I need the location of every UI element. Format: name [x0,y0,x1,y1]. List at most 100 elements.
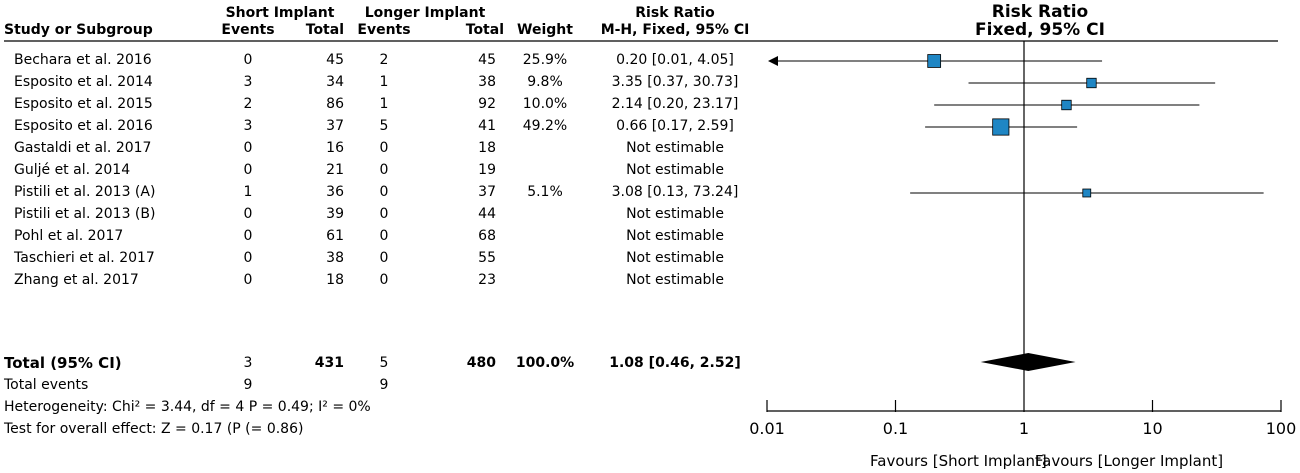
col-total2-header: Total [465,22,504,38]
weight: 9.8% [527,74,563,90]
events-short: 0 [243,140,253,156]
events-short: 1 [243,184,253,200]
events-longer: 5 [379,118,389,134]
rr-ci-text: Not estimable [626,272,724,288]
study-name: Bechara et al. 2016 [14,52,152,68]
total-weight: 100.0% [515,355,575,371]
total-short: 45 [326,52,344,68]
total-short: 34 [326,74,344,90]
total-t2: 480 [466,355,496,371]
events-short: 0 [243,228,253,244]
rr-ci-text: Not estimable [626,162,724,178]
col-rr-header: M-H, Fixed, 95% CI [600,22,750,38]
overall-effect-text: Test for overall effect: Z = 0.17 (P (= … [4,421,304,437]
events-short: 0 [243,52,253,68]
rr-ci-text: Not estimable [626,140,724,156]
rr-ci-text: Not estimable [626,228,724,244]
events-longer: 0 [379,272,389,288]
events-longer: 0 [379,140,389,156]
events-short: 0 [243,206,253,222]
total-short: 39 [326,206,344,222]
col-events1-header: Events [221,22,275,38]
events-longer: 0 [379,206,389,222]
rr-ci-text: Not estimable [626,206,724,222]
total-short: 37 [326,118,344,134]
rr-ci-text: 3.08 [0.13, 73.24] [611,184,739,200]
weight: 25.9% [522,52,568,68]
rr-title: Risk Ratio [635,5,715,21]
study-name: Taschieri et al. 2017 [14,250,155,266]
plot-title: Risk Ratio [991,2,1089,22]
rr-ci-text: 0.66 [0.17, 2.59] [616,118,734,134]
study-name: Esposito et al. 2014 [14,74,153,90]
study-name: Esposito et al. 2015 [14,96,153,112]
total-events-e1: 9 [243,377,253,393]
total-rr-text: 1.08 [0.46, 2.52] [609,355,741,371]
events-longer: 0 [379,250,389,266]
study-name: Pistili et al. 2013 (B) [14,206,156,222]
ci-arrow-left [768,56,778,66]
col-events2-header: Events [357,22,411,38]
events-short: 0 [243,250,253,266]
summary-diamond [980,353,1076,371]
x-tick-label: 10 [1142,419,1162,438]
study-name: Gastaldi et al. 2017 [14,140,152,156]
study-name: Esposito et al. 2016 [14,118,153,134]
total-short: 61 [326,228,344,244]
total-longer: 18 [478,140,496,156]
study-marker [927,54,942,68]
total-longer: 45 [478,52,496,68]
total-longer: 37 [478,184,496,200]
study-name: Pohl et al. 2017 [14,228,124,244]
total-events-e2: 9 [379,377,389,393]
study-name: Zhang et al. 2017 [14,272,139,288]
total-short: 21 [326,162,344,178]
x-tick-label: 0.1 [883,419,908,438]
events-longer: 2 [379,52,389,68]
heterogeneity-text: Heterogeneity: Chi² = 3.44, df = 4 P = 0… [4,399,371,415]
total-longer: 41 [478,118,496,134]
total-longer: 38 [478,74,496,90]
study-name: Pistili et al. 2013 (A) [14,184,156,200]
total-longer: 23 [478,272,496,288]
weight: 10.0% [522,96,568,112]
events-short: 3 [243,118,253,134]
plot-subtitle: Fixed, 95% CI [975,20,1105,40]
group1-title: Short Implant [225,5,335,21]
x-tick-label: 1 [1019,419,1029,438]
total-longer: 92 [478,96,496,112]
favours-right-label: Favours [Longer Implant] [1034,452,1224,470]
col-weight-header: Weight [517,22,573,38]
rr-ci-text: 3.35 [0.37, 30.73] [611,74,739,90]
total-short: 38 [326,250,344,266]
events-longer: 0 [379,162,389,178]
study-marker [1082,188,1092,198]
events-longer: 0 [379,184,389,200]
total-short: 18 [326,272,344,288]
study-name: Guljé et al. 2014 [14,162,131,178]
total-events-label: Total events [4,377,89,393]
weight: 5.1% [527,184,563,200]
events-short: 0 [243,162,253,178]
events-short: 3 [243,74,253,90]
total-short: 86 [326,96,344,112]
x-tick-label: 100 [1266,419,1297,438]
study-marker [1061,99,1072,111]
events-short: 0 [243,272,253,288]
events-longer: 1 [379,74,389,90]
rr-ci-text: 2.14 [0.20, 23.17] [611,96,739,112]
events-longer: 0 [379,228,389,244]
total-e1: 3 [243,355,253,371]
total-short: 36 [326,184,344,200]
x-tick-label: 0.01 [749,419,785,438]
rr-ci-text: Not estimable [626,250,724,266]
study-marker [992,118,1010,136]
favours-left-label: Favours [Short Implant] [870,452,1047,470]
rr-ci-text: 0.20 [0.01, 4.05] [616,52,734,68]
total-longer: 19 [478,162,496,178]
total-short: 16 [326,140,344,156]
total-label: Total (95% CI) [4,354,122,372]
total-e2: 5 [379,355,389,371]
weight: 49.2% [522,118,568,134]
